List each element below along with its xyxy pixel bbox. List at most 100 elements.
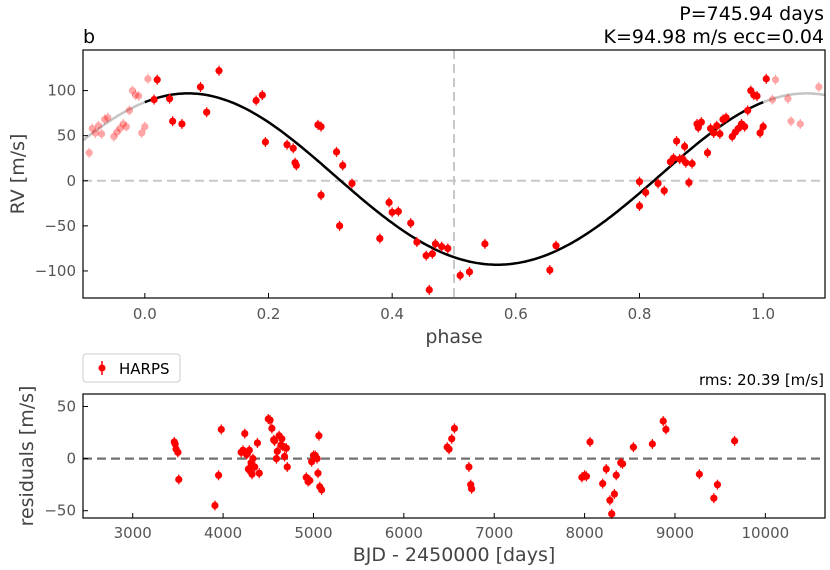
rv-data-point (258, 90, 266, 101)
residual-data-point (629, 442, 637, 453)
rv-data-point (407, 218, 415, 229)
residual-data-point (662, 424, 670, 435)
rv-x-tick-label: 0.4 (380, 305, 404, 323)
residual-data-point (659, 416, 667, 427)
model-curve-extension-left (82, 101, 146, 142)
rv-data-point (178, 118, 186, 129)
rv-data-point (394, 206, 402, 217)
rv-x-axis-label: phase (425, 326, 482, 348)
residual-data-point (268, 423, 276, 434)
residual-data-point (606, 495, 614, 506)
residual-data-point (450, 423, 459, 434)
rv-data-point (348, 178, 356, 189)
rv-data-point-wrapped (94, 120, 103, 131)
residuals-y-tick-label: 50 (57, 398, 76, 416)
rv-data-point (422, 250, 430, 261)
rv-data-point (428, 248, 436, 259)
residuals-x-tick-label: 9000 (656, 524, 694, 542)
rv-data-point-wrapped (91, 127, 99, 138)
residual-data-point (465, 461, 473, 472)
rv-data-point (694, 122, 702, 133)
rv-data-point (759, 121, 767, 132)
rv-data-point (635, 176, 644, 187)
residual-data-point (175, 474, 183, 485)
rv-data-point-wrapped (815, 81, 823, 92)
rv-data-point-wrapped (135, 90, 143, 101)
rv-data-point (283, 139, 291, 150)
residual-data-point (445, 444, 453, 455)
rv-data-point (385, 197, 393, 208)
rv-data-point (289, 143, 297, 154)
rv-data-point (456, 270, 464, 281)
rv-data-point-wrapped (128, 85, 137, 96)
residual-data-point (317, 484, 326, 495)
residual-data-point (586, 436, 594, 447)
rv-data-point (425, 284, 433, 295)
residual-data-point (599, 478, 607, 489)
rv-data-point (153, 74, 161, 85)
residual-data-point (273, 446, 281, 457)
rv-data-point (654, 178, 662, 189)
legend-frame (82, 353, 181, 383)
rv-data-point (669, 153, 678, 164)
rv-data-point (203, 107, 211, 118)
residual-data-point (282, 443, 290, 454)
residual-data-point (211, 500, 219, 511)
residual-data-point (283, 461, 291, 472)
rv-y-tick-label: 0 (66, 172, 76, 190)
rv-y-axis-label: RV [m/s] (7, 134, 29, 215)
rv-y-tick-label: 50 (57, 127, 76, 145)
rv-data-point (169, 116, 177, 127)
rv-data-point (753, 90, 761, 101)
residual-data-point (610, 489, 619, 500)
rv-data-point (196, 81, 205, 92)
semi-amplitude-title: K=94.98 m/s ecc=0.04 (604, 26, 824, 48)
residual-data-point (255, 468, 263, 479)
rv-data-point-wrapped (110, 131, 118, 142)
rv-x-tick-label: 0.0 (133, 305, 157, 323)
residuals-x-tick-label: 3000 (114, 524, 152, 542)
rv-data-point (722, 112, 730, 123)
residual-data-point (468, 483, 476, 494)
residual-data-point (271, 435, 279, 446)
residuals-y-tick-label: 0 (66, 450, 76, 468)
residual-data-point (251, 461, 259, 472)
rv-x-tick-label: 0.8 (628, 305, 652, 323)
residual-data-point (612, 470, 620, 481)
residual-data-point (314, 468, 322, 479)
legend-label: HARPS (119, 360, 170, 378)
residuals-y-axis-label: residuals [m/s] (16, 386, 38, 527)
rms-label: rms: 20.39 [m/s] (699, 371, 824, 389)
rv-data-point (261, 136, 270, 147)
residuals-x-axis-label: BJD - 2450000 [days] (353, 544, 556, 566)
rv-data-point (215, 65, 223, 76)
rv-data-point-wrapped (125, 105, 133, 116)
residuals-x-tick-label: 7000 (475, 524, 513, 542)
rv-y-tick-label: −50 (44, 217, 76, 235)
rv-plot-frame (82, 49, 826, 299)
residual-data-point (618, 458, 627, 469)
residuals-panel: HARPS rms: 20.39 [m/s] 3000 4000 5000 6000 7… (16, 353, 826, 566)
residual-data-point (248, 469, 256, 480)
rv-data-point (481, 238, 489, 249)
residual-data-point (710, 493, 718, 504)
residuals-y-tick-label: −50 (44, 502, 76, 520)
rv-data-point (762, 73, 770, 84)
rv-data-point-wrapped (97, 128, 106, 139)
rv-data-point (688, 158, 696, 169)
rv-data-point-wrapped (88, 123, 96, 134)
rv-data-point (413, 237, 421, 248)
rv-data-point (744, 105, 752, 116)
rv-data-point (332, 146, 341, 157)
rv-data-point (635, 201, 644, 212)
residuals-x-tick-label: 10000 (741, 524, 789, 542)
rv-data-point (703, 147, 712, 158)
rv-data-point-wrapped (101, 114, 109, 125)
rv-x-tick-label: 0.2 (257, 305, 281, 323)
rv-data-point (465, 266, 474, 277)
rv-data-point-wrapped (104, 112, 112, 123)
rv-data-point (685, 177, 693, 188)
rv-data-point (716, 128, 724, 139)
rv-data-point (438, 241, 446, 252)
